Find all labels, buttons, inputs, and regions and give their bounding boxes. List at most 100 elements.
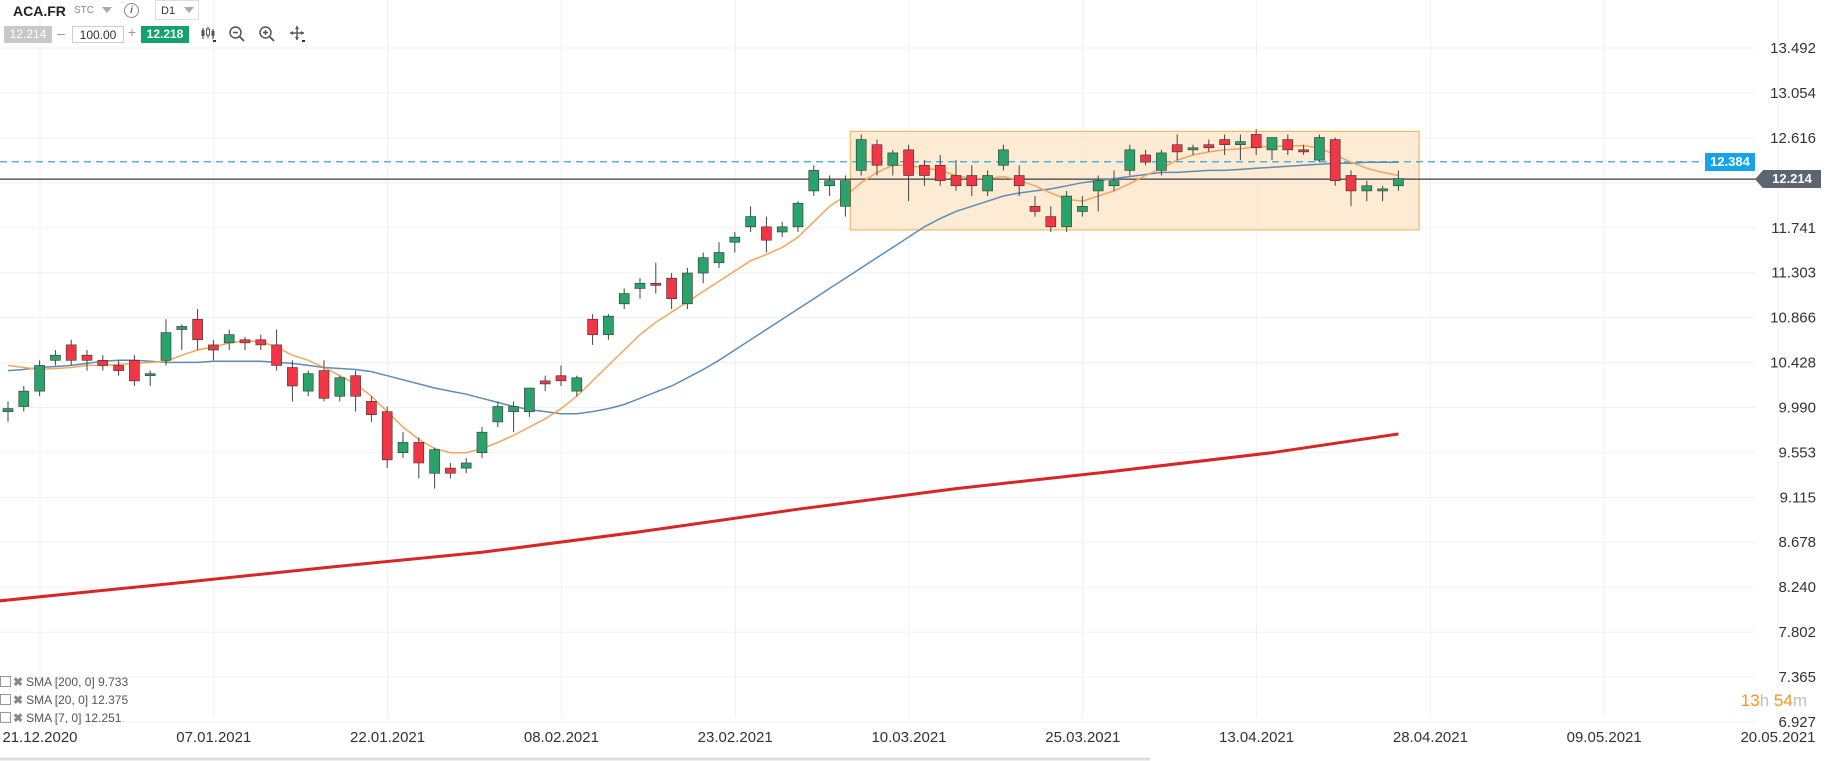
candle-body (761, 226, 772, 241)
x-tick-label: 09.05.2021 (1567, 729, 1642, 746)
candle (1393, 170, 1404, 191)
candle-body (97, 360, 109, 366)
indicator-settings-icon[interactable] (0, 712, 11, 723)
candle (144, 370, 156, 386)
candle (603, 314, 614, 340)
increase-quantity-button[interactable]: + (128, 24, 137, 40)
remove-indicator-icon[interactable]: ✖ (13, 675, 24, 689)
candle-body (318, 370, 330, 399)
candle (1061, 190, 1072, 232)
candle (1203, 139, 1215, 152)
y-tick-label: 11.303 (1771, 265, 1816, 282)
quantity-input[interactable]: 100.00 (72, 26, 124, 43)
candle-body (871, 144, 883, 166)
candle-body (366, 401, 377, 416)
candle-body (887, 152, 899, 166)
candle-body (808, 170, 820, 192)
candle-body (1361, 185, 1373, 192)
legend-sma-20[interactable]: ✖ SMA [20, 0] 12.375 (0, 693, 128, 707)
crosshair-move-icon[interactable] (288, 25, 306, 43)
y-tick-label: 9.990 (1778, 400, 1816, 417)
candle (350, 370, 361, 412)
candle-body (460, 462, 472, 469)
candle (650, 262, 662, 294)
x-tick-label: 08.02.2021 (524, 729, 599, 746)
candle (445, 462, 456, 479)
candle-body (950, 175, 962, 187)
candle (397, 432, 409, 458)
candle-body (239, 339, 251, 344)
candle (287, 360, 298, 402)
candle-body (1266, 137, 1278, 151)
zoom-in-icon[interactable] (258, 25, 276, 43)
candle (239, 336, 251, 351)
candle-body (129, 360, 140, 382)
candle-body (302, 373, 314, 392)
candle-body (824, 180, 835, 187)
candle-body (445, 467, 456, 474)
indicator-settings-icon[interactable] (0, 694, 11, 705)
level-price-tag[interactable]: 12.384 (1705, 152, 1755, 171)
candle (729, 231, 741, 253)
candle-body (776, 226, 788, 233)
candle (792, 201, 804, 232)
buy-price-button[interactable]: 12.218 (141, 26, 189, 43)
candle-body (650, 283, 662, 286)
candle (271, 329, 282, 371)
candle (1282, 134, 1294, 155)
x-tick-label: 13.04.2021 (1219, 729, 1294, 746)
timeframe-chevron-down-icon[interactable] (184, 7, 194, 13)
candle (1140, 149, 1151, 166)
candle-body (1250, 134, 1262, 149)
candle (713, 242, 725, 268)
candle-type-icon[interactable] (199, 25, 217, 43)
y-tick-label: 7.802 (1778, 624, 1816, 641)
candle-body (113, 365, 124, 371)
candle (413, 437, 425, 479)
symbol-name[interactable]: ACA.FR (13, 3, 66, 19)
legend-sma-200[interactable]: ✖ SMA [200, 0] 9.733 (0, 675, 128, 689)
candle-body (334, 377, 346, 397)
legend-sma-7[interactable]: ✖ SMA [7, 0] 12.251 (0, 711, 121, 725)
candle-body (160, 332, 172, 361)
candle-body (1092, 180, 1104, 192)
candle-body (255, 339, 267, 346)
candle-body (1045, 216, 1057, 228)
candle-body (1329, 139, 1341, 181)
info-icon[interactable]: i (124, 3, 139, 18)
candle-body (603, 315, 614, 335)
legend-sma-7-label: SMA [7, 0] 12.251 (26, 711, 122, 725)
candle-body (381, 411, 393, 461)
zoom-out-icon[interactable] (228, 25, 246, 43)
candle (1187, 144, 1199, 155)
candle (160, 319, 172, 366)
candle (682, 267, 693, 309)
candle (1377, 185, 1388, 202)
symbol-dropdown-chevron-icon[interactable] (102, 7, 112, 13)
x-tick-label: 20.05.2021 (1740, 729, 1815, 746)
candle (429, 447, 440, 489)
sell-price-button[interactable]: 12.214 (4, 26, 52, 43)
candle (1314, 134, 1325, 163)
candle (492, 401, 504, 428)
candle (808, 165, 820, 197)
timeframe-select[interactable]: D1 (155, 0, 199, 20)
candle-body (65, 344, 77, 361)
y-tick-label: 11.741 (1771, 220, 1816, 237)
x-tick-label: 07.01.2021 (176, 729, 251, 746)
candle-body (208, 344, 219, 351)
candle-body (934, 164, 946, 181)
decrease-quantity-button[interactable]: – (57, 25, 65, 41)
x-tick-label: 28.04.2021 (1393, 729, 1468, 746)
remove-indicator-icon[interactable]: ✖ (13, 711, 24, 725)
candle (302, 370, 314, 397)
candle (1329, 137, 1341, 186)
indicator-settings-icon[interactable] (0, 676, 11, 687)
candle (208, 339, 219, 361)
y-tick-label: 13.054 (1770, 85, 1816, 102)
candle (840, 175, 851, 217)
candle-body (1029, 206, 1041, 212)
candle-body (745, 216, 756, 228)
remove-indicator-icon[interactable]: ✖ (13, 693, 24, 707)
